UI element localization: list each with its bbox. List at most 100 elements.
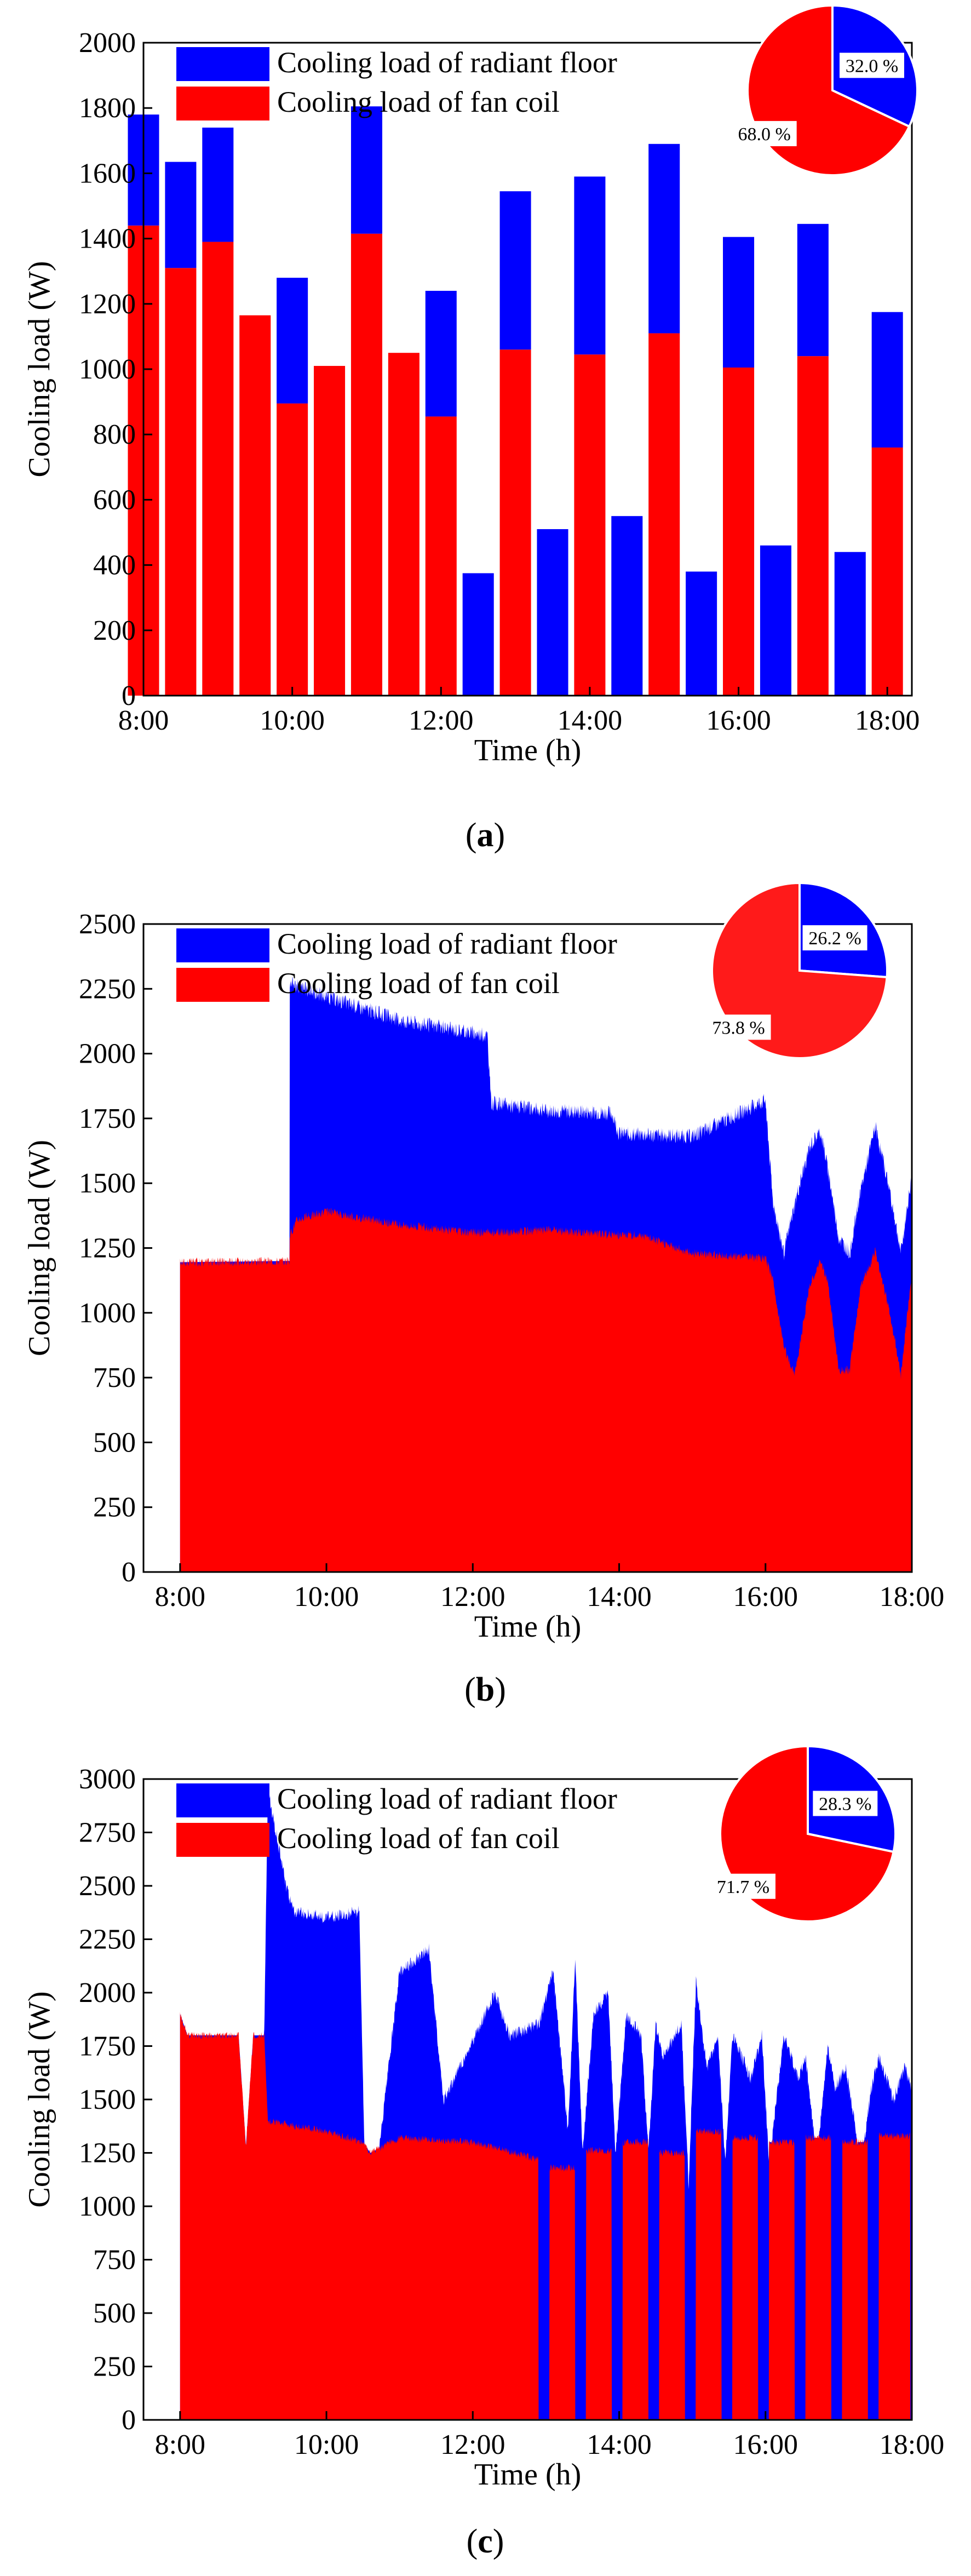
legend-swatch <box>176 928 269 962</box>
bar-radiant-floor <box>462 573 494 696</box>
legend-swatch <box>176 1823 269 1857</box>
bar-radiant-floor <box>871 312 903 448</box>
caption-letter: c <box>478 2523 493 2560</box>
bar-fan-coil <box>499 349 531 696</box>
x-tick-label: 14:00 <box>587 1581 651 1613</box>
x-tick-label: 10:00 <box>294 1581 359 1613</box>
bar-radiant-floor <box>723 237 755 368</box>
x-tick-label: 12:00 <box>440 1581 505 1613</box>
bar-radiant-floor <box>611 516 643 696</box>
bar-radiant-floor <box>537 529 568 696</box>
pie-label-background <box>839 53 904 78</box>
bar-radiant-floor <box>499 191 531 350</box>
y-tick-label: 2000 <box>79 27 136 59</box>
legend-label: Cooling load of radiant floor <box>277 927 617 960</box>
y-tick-label: 3000 <box>79 1764 136 1795</box>
bar-fan-coil <box>388 353 420 696</box>
legend-label: Cooling load of fan coil <box>277 1822 560 1855</box>
caption-open: ( <box>466 817 477 854</box>
pie-slice-label: 26.2 % <box>808 928 861 949</box>
pie-label-background <box>710 1873 775 1899</box>
y-tick-label: 2750 <box>79 1817 136 1849</box>
y-tick-label: 1000 <box>79 354 136 385</box>
pie-slice-label: 68.0 % <box>738 124 791 145</box>
x-tick-label: 18:00 <box>855 705 920 736</box>
pie-label-background <box>802 925 867 951</box>
legend-swatch <box>176 47 269 81</box>
y-tick-label: 500 <box>93 1427 136 1458</box>
legend-label: Cooling load of radiant floor <box>277 1782 617 1815</box>
y-tick-label: 1500 <box>79 1168 136 1199</box>
bar-fan-coil <box>202 242 234 696</box>
bar-radiant-floor <box>797 223 829 357</box>
bar-fan-coil <box>797 356 829 696</box>
caption-close: ) <box>494 817 505 854</box>
x-tick-label: 16:00 <box>706 705 771 736</box>
legend-swatch <box>176 87 269 121</box>
x-tick-label: 10:00 <box>260 705 324 736</box>
y-tick-label: 1750 <box>79 2031 136 2062</box>
chart-panel-c: 0 250 500 750 1000 1250 1500 1750 2000 2250 2500 27… <box>0 1725 971 2576</box>
legend-label: Cooling load of radiant floor <box>277 46 617 79</box>
pie-slice-label: 73.8 % <box>712 1018 765 1038</box>
pie-label-background <box>732 121 797 146</box>
bar-radiant-floor <box>834 552 866 696</box>
legend-swatch <box>176 1783 269 1817</box>
x-tick-label: 16:00 <box>733 2429 798 2460</box>
bar-radiant-floor <box>760 545 791 696</box>
chart-panel-b: 0 250 500 750 1000 1250 1500 1750 2000 2250 2500 8:… <box>0 871 971 1725</box>
y-tick-label: 1000 <box>79 2191 136 2222</box>
bars-group <box>128 106 903 696</box>
bar-fan-coil <box>314 366 346 696</box>
y-tick-label: 1000 <box>79 1298 136 1329</box>
y-tick-label: 2000 <box>79 1039 136 1070</box>
chart-b: 0 250 500 750 1000 1250 1500 1750 2000 2250 2500 8:… <box>22 881 944 1708</box>
pie-label-background <box>813 1791 878 1816</box>
bar-fan-coil <box>277 403 308 696</box>
y-tick-label: 1400 <box>79 223 136 255</box>
legend-swatch <box>176 968 269 1002</box>
pie-slice-label: 71.7 % <box>717 1877 769 1897</box>
y-tick-label: 800 <box>93 419 136 450</box>
legend-label: Cooling load of fan coil <box>277 85 560 118</box>
pie-slice-label: 28.3 % <box>819 1794 871 1815</box>
x-tick-label: 18:00 <box>880 1581 944 1613</box>
y-tick-label: 750 <box>93 1362 136 1393</box>
x-tick-label: 14:00 <box>587 2429 651 2460</box>
x-tick-label: 12:00 <box>409 705 473 736</box>
y-tick-label: 500 <box>93 2298 136 2329</box>
legend-label: Cooling load of fan coil <box>277 967 560 1000</box>
bar-radiant-floor <box>351 106 382 234</box>
y-tick-label: 400 <box>93 550 136 581</box>
y-tick-label: 600 <box>93 484 136 515</box>
y-tick-label: 0 <box>122 680 136 712</box>
figure-caption: (c) <box>467 2523 504 2560</box>
pie-label-background <box>706 1014 771 1040</box>
bar-radiant-floor <box>277 278 308 404</box>
caption-letter: b <box>476 1671 495 1708</box>
area-fan-coil <box>180 2012 912 2420</box>
y-tick-label: 250 <box>93 1492 136 1523</box>
x-tick-label: 8:00 <box>155 1581 205 1613</box>
y-tick-label: 2500 <box>79 1871 136 1902</box>
x-axis-title: Time (h) <box>474 733 582 767</box>
figure-caption: (b) <box>464 1671 506 1708</box>
y-tick-label: 1800 <box>79 93 136 124</box>
x-tick-label: 12:00 <box>440 2429 505 2460</box>
x-tick-label: 8:00 <box>155 2429 205 2460</box>
bar-fan-coil <box>648 333 680 696</box>
bar-fan-coil <box>871 447 903 696</box>
y-tick-label: 1500 <box>79 2084 136 2115</box>
chart-a: 0 200 400 600 800 1000 1200 1400 1600 1800 2000 8:0… <box>22 4 920 854</box>
y-tick-label: 1250 <box>79 2138 136 2169</box>
pie-slice-label: 32.0 % <box>846 56 898 76</box>
bar-radiant-floor <box>574 176 606 355</box>
y-tick-label: 1200 <box>79 289 136 320</box>
chart-panel-a: 0 200 400 600 800 1000 1200 1400 1600 1800 2000 8:0… <box>0 0 971 871</box>
bar-radiant-floor <box>686 571 717 696</box>
x-tick-label: 14:00 <box>558 705 622 736</box>
bar-radiant-floor <box>648 144 680 334</box>
y-tick-label: 1600 <box>79 158 136 189</box>
caption-open: ( <box>464 1671 476 1708</box>
x-tick-label: 10:00 <box>294 2429 359 2460</box>
